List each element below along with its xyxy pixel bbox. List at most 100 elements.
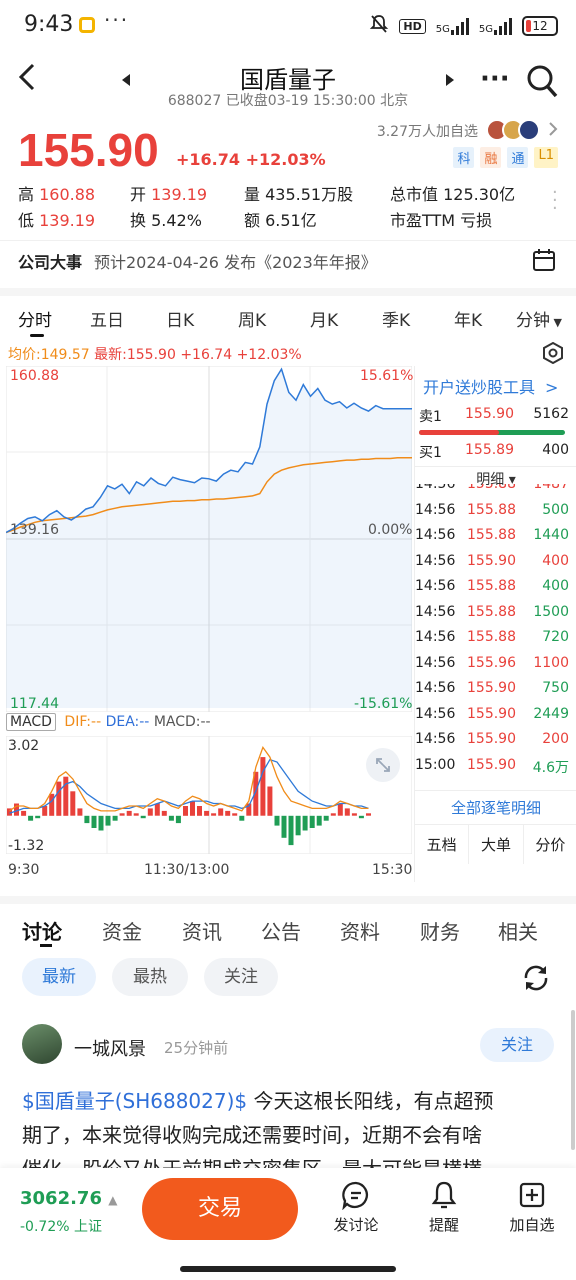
signal-2-icon: 5G bbox=[479, 17, 512, 35]
change-abs: +16.74 bbox=[176, 150, 241, 169]
macd-bar bbox=[225, 810, 231, 816]
dif-line bbox=[9, 746, 369, 812]
tab-large-orders[interactable]: 大单 bbox=[469, 825, 524, 864]
back-arrow-icon[interactable] bbox=[16, 62, 38, 99]
tag-tong[interactable]: 通 bbox=[507, 147, 529, 168]
macd-bar bbox=[274, 815, 280, 826]
tab-level5[interactable]: 五档 bbox=[415, 825, 470, 864]
filter-hot[interactable]: 最热 bbox=[112, 958, 188, 996]
avatar[interactable] bbox=[22, 1024, 62, 1064]
app-notification-icon bbox=[79, 17, 95, 33]
macd-bar bbox=[267, 786, 273, 816]
post-username[interactable]: 一城风景 bbox=[74, 1039, 146, 1060]
add-watchlist-button[interactable]: 加自选 bbox=[492, 1180, 572, 1235]
tab-week-k[interactable]: 周K bbox=[238, 311, 267, 331]
scrollbar[interactable] bbox=[571, 1010, 575, 1150]
calendar-icon[interactable] bbox=[532, 247, 556, 277]
alert-button[interactable]: 提醒 bbox=[404, 1180, 484, 1235]
tab-related[interactable]: 相关 bbox=[498, 920, 538, 944]
watcher-avatars[interactable] bbox=[486, 119, 540, 141]
post-body[interactable]: $国盾量子(SH688027)$ 今天这根长阳线，有点超预 期了，本来觉得收购完… bbox=[22, 1089, 494, 1168]
y-mid-label: 139.16 bbox=[10, 522, 59, 538]
post-time: 25分钟前 bbox=[164, 1039, 229, 1057]
y-mid-pct: 0.00% bbox=[368, 522, 413, 538]
tab-discuss[interactable]: 讨论 bbox=[22, 920, 62, 944]
quote-panel: 155.90 +16.74 +12.03% 3.27万人加自选 科 融 通 L1… bbox=[0, 115, 576, 235]
tab-funds[interactable]: 资金 bbox=[102, 920, 142, 944]
expand-dots-icon[interactable]: · · · bbox=[552, 182, 558, 219]
discuss-tab-indicator bbox=[40, 944, 52, 947]
all-ticks-link[interactable]: 全部逐笔明细 bbox=[415, 790, 576, 824]
discussion-tabs: 讨论 资金 资讯 公告 资料 财务 相关 bbox=[0, 896, 576, 948]
filter-following[interactable]: 关注 bbox=[204, 958, 278, 996]
avatar bbox=[518, 119, 540, 141]
more-menu-icon[interactable]: ··· bbox=[480, 64, 510, 94]
chevron-right-icon[interactable] bbox=[548, 121, 558, 141]
search-icon[interactable] bbox=[526, 64, 558, 102]
tag-l1[interactable]: L1 bbox=[534, 147, 558, 168]
avg-price-line bbox=[6, 457, 412, 534]
tab-news[interactable]: 资讯 bbox=[182, 920, 222, 944]
filter-latest[interactable]: 最新 bbox=[22, 958, 96, 996]
trade-button[interactable]: 交易 bbox=[142, 1178, 298, 1240]
macd-bar bbox=[84, 815, 90, 824]
macd-bar bbox=[239, 815, 245, 821]
post-stock-tag[interactable]: $国盾量子(SH688027)$ bbox=[22, 1089, 248, 1113]
next-stock-icon[interactable] bbox=[444, 72, 456, 91]
expand-icon[interactable] bbox=[366, 748, 400, 782]
tab-profile[interactable]: 资料 bbox=[340, 920, 380, 944]
price-change: +16.74 +12.03% bbox=[176, 150, 326, 169]
bell-icon bbox=[431, 1181, 457, 1209]
tab-announcements[interactable]: 公告 bbox=[261, 920, 301, 944]
y-bottom-pct: -15.61% bbox=[354, 696, 413, 712]
y-top-pct: 15.61% bbox=[360, 368, 414, 384]
bid-ask-ratio-fill bbox=[419, 430, 500, 435]
tick-row: 14:56 155.88 720 bbox=[415, 629, 569, 645]
index-value[interactable]: 3062.76 ▲ bbox=[20, 1188, 118, 1209]
macd-bar bbox=[281, 815, 287, 838]
macd-bar bbox=[175, 815, 181, 824]
tab-financials[interactable]: 财务 bbox=[420, 920, 460, 944]
tab-day-k[interactable]: 日K bbox=[166, 311, 195, 331]
order-book-tabs: 五档 大单 分价 bbox=[415, 824, 576, 864]
company-event-bar[interactable]: 公司大事 预计2024-04-26 发布《2023年年报》 bbox=[0, 240, 576, 280]
macd-value: MACD:-- bbox=[153, 714, 211, 730]
tab-year-k[interactable]: 年K bbox=[454, 311, 483, 331]
post-discussion-button[interactable]: 发讨论 bbox=[316, 1180, 396, 1235]
settings-hex-icon[interactable] bbox=[542, 341, 564, 368]
tick-row: 14:56 155.90 750 bbox=[415, 680, 569, 696]
status-more-dots: ··· bbox=[104, 8, 130, 32]
header-pct: +12.03% bbox=[236, 347, 302, 363]
macd-bar bbox=[98, 815, 104, 831]
tab-minute[interactable]: 分钟 ▼ bbox=[516, 311, 562, 331]
tag-kechuang[interactable]: 科 bbox=[453, 147, 475, 168]
intraday-chart[interactable] bbox=[6, 366, 412, 712]
stat-open: 开 139.19 bbox=[130, 185, 208, 204]
promo-link[interactable]: 开户送炒股工具 > bbox=[423, 378, 559, 397]
tag-rong[interactable]: 融 bbox=[480, 147, 502, 168]
macd-bar bbox=[126, 810, 132, 816]
macd-header: MACD DIF:-- DEA:-- MACD:-- bbox=[6, 713, 211, 731]
tab-price-dist[interactable]: 分价 bbox=[535, 836, 566, 854]
tick-list: 14:56 155.88 1487 14:56 155.88 500 14:56 155.88… bbox=[415, 484, 576, 790]
prev-stock-icon[interactable] bbox=[120, 72, 132, 91]
price-line bbox=[6, 367, 412, 534]
ask-row: 卖1 155.90 5162 bbox=[419, 406, 569, 425]
tab-intraday[interactable]: 分时 bbox=[18, 311, 52, 331]
macd-bar bbox=[168, 815, 174, 821]
macd-bars bbox=[7, 757, 371, 846]
follow-button[interactable]: 关注 bbox=[480, 1028, 554, 1062]
status-time: 9:43 bbox=[24, 12, 74, 37]
tab-quarter-k[interactable]: 季K bbox=[382, 311, 411, 331]
macd-bar bbox=[112, 815, 118, 821]
macd-chart[interactable] bbox=[6, 736, 412, 854]
detail-toggle[interactable]: 明细 ▾ bbox=[415, 466, 576, 489]
avg-price-label: 均价:149.57 bbox=[8, 347, 90, 363]
tab-month-k[interactable]: 月K bbox=[310, 311, 339, 331]
tick-row: 15:00 155.90 4.6万 bbox=[415, 756, 569, 776]
macd-bar bbox=[161, 810, 167, 816]
macd-bar bbox=[119, 813, 125, 816]
refresh-icon[interactable] bbox=[520, 962, 552, 998]
tab-5day[interactable]: 五日 bbox=[90, 311, 124, 331]
macd-label[interactable]: MACD bbox=[6, 713, 56, 731]
